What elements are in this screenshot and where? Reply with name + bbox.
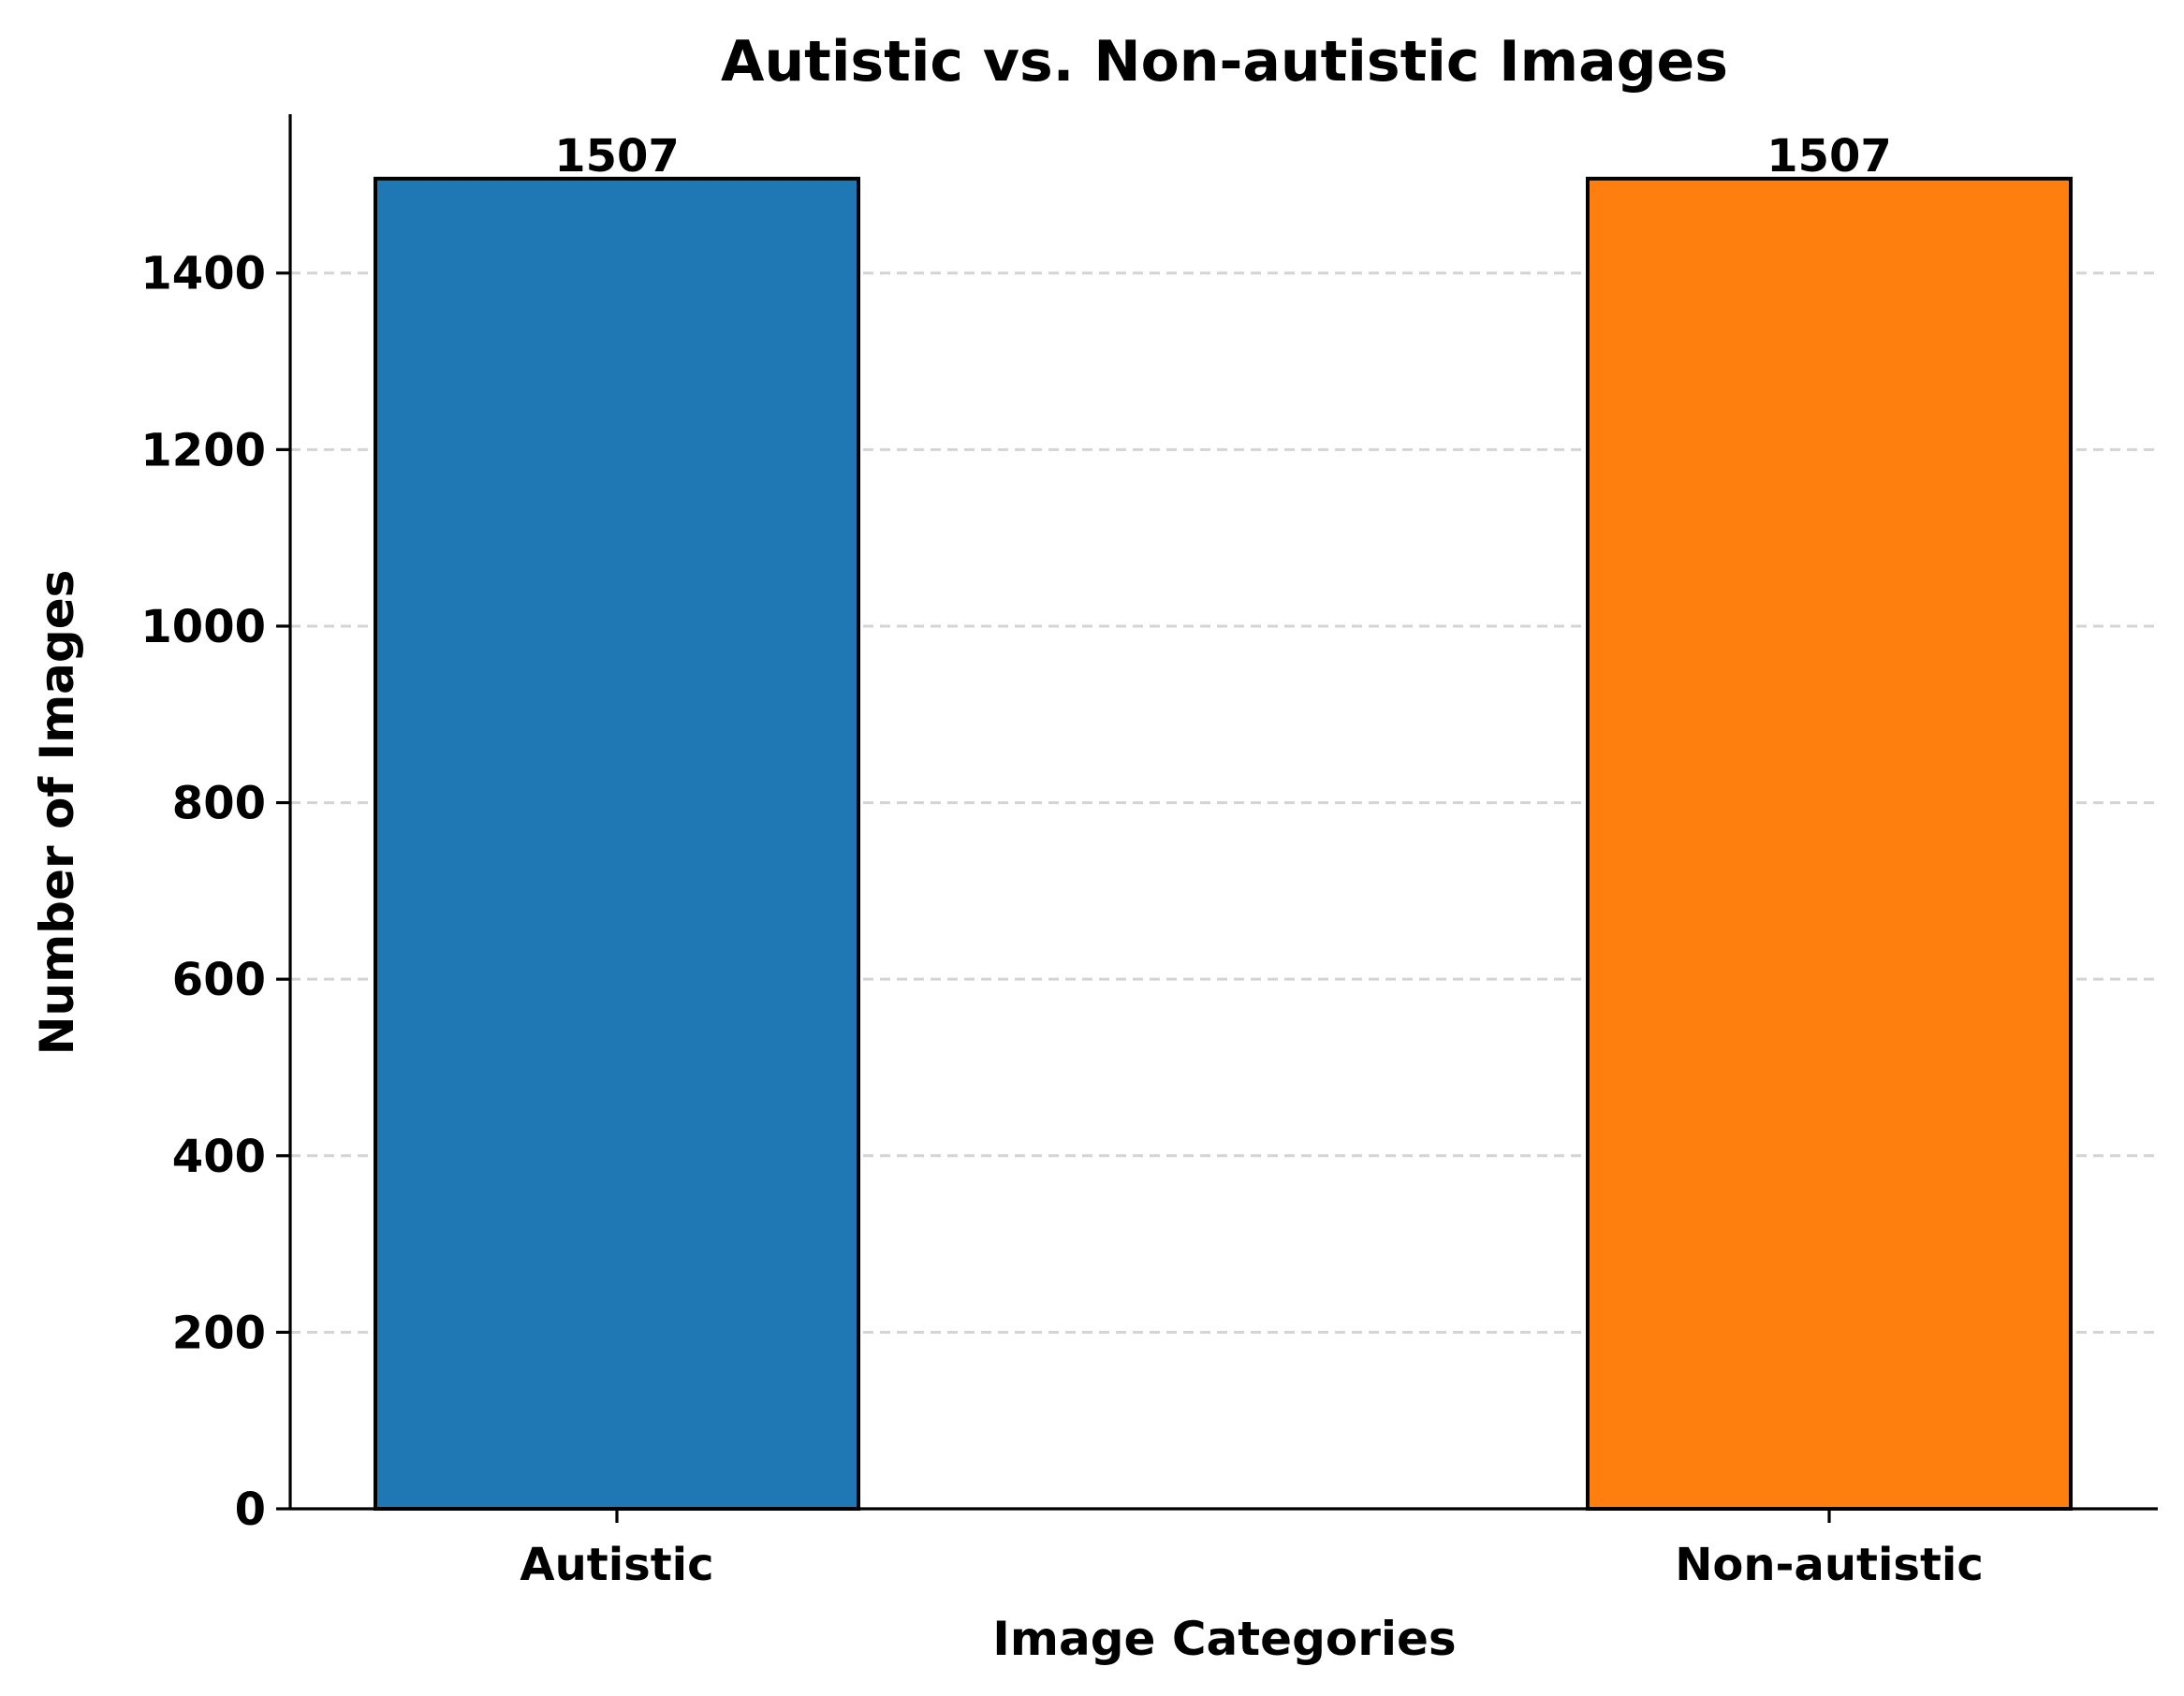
bar-value-label: 1507: [554, 130, 680, 183]
y-tick-label: 1000: [140, 601, 266, 653]
x-tick-label: Autistic: [520, 1539, 713, 1591]
x-tick-label: Non-autistic: [1675, 1539, 1984, 1591]
y-tick-label: 0: [235, 1484, 266, 1536]
bar-value-label: 1507: [1766, 130, 1892, 183]
y-axis-ticks: 0 200 400 600 800 1000 1200 1400: [140, 248, 290, 1536]
chart-title: Autistic vs. Non-autistic Images: [721, 29, 1728, 95]
bar-autistic: [374, 176, 860, 1511]
y-tick-label: 1400: [140, 248, 266, 300]
y-tick-label: 600: [172, 954, 266, 1006]
bar-value-labels: 1507 1507: [554, 130, 1892, 183]
y-tick-label: 1200: [140, 424, 266, 476]
x-axis-ticks: Autistic Non-autistic: [520, 1509, 1984, 1591]
y-axis-label: Number of Images: [30, 570, 84, 1056]
bar-non-autistic: [1586, 176, 2073, 1511]
y-tick-label: 400: [172, 1131, 266, 1183]
y-tick-label: 800: [172, 778, 266, 830]
y-tick-label: 200: [172, 1307, 266, 1359]
x-axis-label: Image Categories: [992, 1612, 1456, 1666]
bars: [374, 176, 2073, 1511]
